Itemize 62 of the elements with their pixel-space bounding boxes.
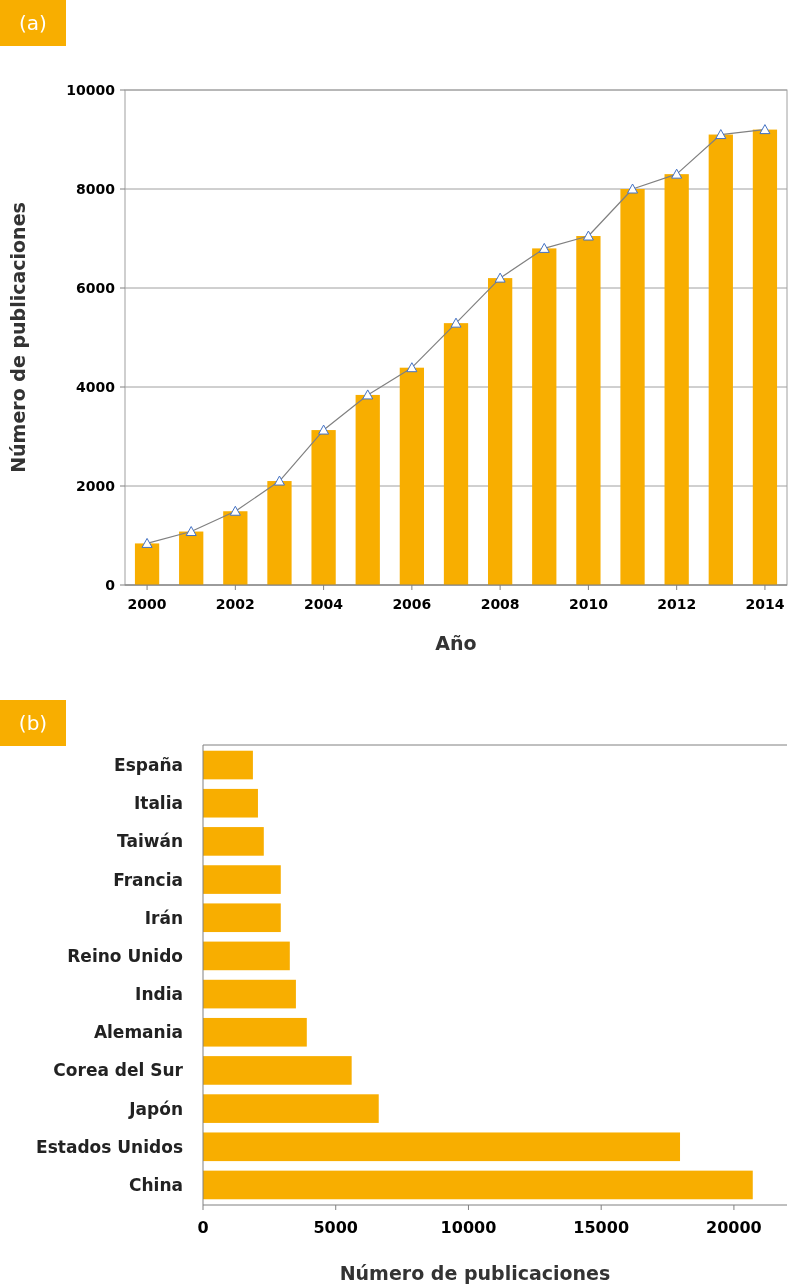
bar [664,174,689,585]
bar [620,189,645,585]
y-tick-label: España [114,755,183,776]
bar [203,827,264,856]
x-tick-label: 2006 [392,596,432,612]
y-tick-label: Irán [144,907,183,928]
x-tick-label: 2012 [657,596,697,612]
x-tick-label: 10000 [440,1218,497,1237]
bar [576,236,601,585]
y-tick-label: 6000 [76,280,116,296]
x-tick-label: 20000 [706,1218,762,1237]
y-tick-label: Italia [133,793,183,814]
bar [203,750,253,780]
y-tick-label: Francia [113,869,183,890]
bar [443,323,469,585]
bar [203,1017,307,1047]
bar [488,278,513,585]
bar [708,134,733,585]
x-tick-label: 2014 [745,596,785,612]
x-tick-label: 0 [197,1218,209,1237]
x-tick-label: 2008 [480,596,520,612]
y-tick-label: Alemania [93,1022,183,1043]
bar [267,481,292,585]
bar [203,1132,681,1162]
y-axis-title: Número de publicaciones [7,202,29,473]
bar [223,511,248,585]
text: (a) [19,11,47,35]
y-tick-label: Taiwán [117,831,183,852]
bar [134,543,160,585]
y-tick-label: Corea del Sur [53,1060,184,1081]
bar [203,788,258,818]
bar [399,367,424,585]
bar [203,941,290,971]
y-tick-label: 2000 [76,478,116,494]
y-tick-label: 4000 [76,379,116,395]
bar [203,1094,379,1123]
x-tick-label: 2002 [215,596,255,612]
x-tick-label: 2004 [304,596,344,612]
x-tick-label: 2010 [568,596,609,612]
y-tick-label: India [135,984,183,1005]
y-tick-label: Estados Unidos [36,1136,183,1157]
bar [203,1170,753,1200]
x-axis-title: Número de publicaciones [339,1262,611,1284]
bar [311,430,336,585]
x-tick-label: 15000 [573,1218,630,1237]
bar [355,394,380,585]
y-tick-label: 10000 [66,82,116,98]
bar [752,129,778,585]
bar [203,903,281,933]
bar [203,979,296,1009]
x-tick-label: 5000 [313,1218,358,1237]
y-tick-label: China [129,1174,183,1195]
bar [203,1056,352,1085]
text: (b) [18,711,48,735]
bar [203,865,281,894]
y-tick-label: 0 [105,577,116,593]
y-tick-label: Japón [128,1098,183,1119]
bar [532,248,557,585]
bar [179,531,204,585]
x-axis-title: Año [435,632,477,654]
y-tick-label: 8000 [76,181,116,197]
y-tick-label: Reino Unido [67,945,183,966]
